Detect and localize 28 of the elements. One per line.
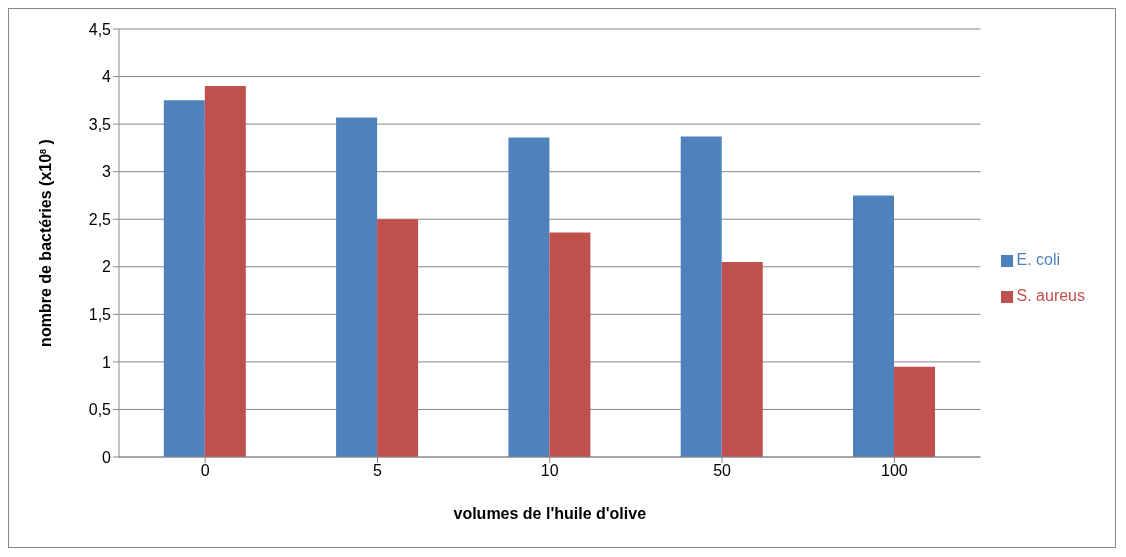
bar xyxy=(853,195,895,457)
y-tick-label: 0 xyxy=(102,448,112,466)
x-tick-label: 100 xyxy=(881,462,908,480)
y-tick-label: 2,5 xyxy=(88,210,112,228)
y-tick-label: 1 xyxy=(102,353,112,371)
bar xyxy=(721,262,763,457)
x-axis-title: volumes de l'huile d'olive xyxy=(453,505,647,522)
y-tick-label: 0,5 xyxy=(88,401,112,419)
bar xyxy=(549,232,591,457)
y-tick-label: 3 xyxy=(102,163,112,181)
bar xyxy=(204,86,246,457)
bar xyxy=(894,366,936,457)
x-tick-label: 0 xyxy=(200,462,210,480)
bar xyxy=(680,136,722,457)
y-tick-label: 4 xyxy=(102,68,112,86)
y-tick-label: 1,5 xyxy=(88,306,112,324)
x-tick-label: 5 xyxy=(373,462,382,480)
legend-label: S. aureus xyxy=(1016,287,1085,304)
bar xyxy=(163,100,205,457)
y-tick-label: 3,5 xyxy=(88,115,112,133)
y-tick-label: 4,5 xyxy=(88,20,112,38)
y-tick-label: 2 xyxy=(102,258,112,276)
x-tick-label: 50 xyxy=(713,462,732,480)
bar xyxy=(336,117,378,457)
legend-label: E. coli xyxy=(1016,251,1061,268)
bar xyxy=(508,137,550,457)
x-tick-label: 10 xyxy=(540,462,559,480)
bar xyxy=(377,219,419,457)
